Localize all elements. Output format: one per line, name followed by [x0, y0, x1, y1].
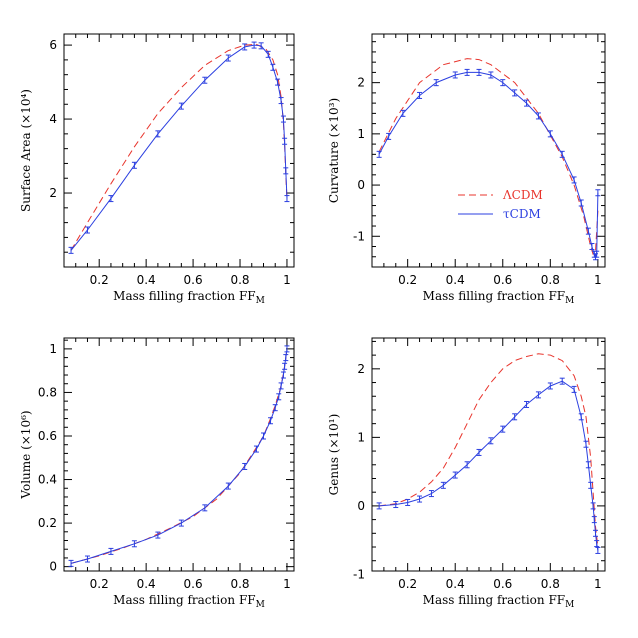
- plot-frame: [371, 337, 606, 572]
- y-tick-label: 2: [49, 186, 57, 200]
- x-tick-label: 0.6: [493, 273, 512, 287]
- x-axis-label: Mass filling fraction FFM: [113, 289, 265, 306]
- series-line-lcdm: [379, 353, 599, 548]
- series-group: [376, 58, 601, 261]
- series-line-tcdm: [70, 348, 288, 564]
- plot-frame: [371, 33, 606, 268]
- x-axis-label-subscript: M: [256, 296, 265, 306]
- y-tick-label: 0.8: [38, 385, 57, 399]
- y-tick-label: 0.4: [38, 473, 57, 487]
- plot-frame: [63, 33, 295, 268]
- legend: ΛCDM τCDM: [458, 188, 543, 221]
- y-axis-label: Genus (×10¹): [327, 414, 341, 496]
- y-tick-label: -1: [353, 567, 365, 581]
- chart-panel-curvature: 0.2 0.4 0.6 0.8 1 -1 0 1 2 Mass filling fraction …: [327, 33, 606, 306]
- y-tick-label: 0: [357, 499, 365, 513]
- y-tick-label: 0: [357, 178, 365, 192]
- x-axis-label: Mass filling fraction FFM: [423, 593, 575, 610]
- y-axis-label: Volume (×10⁶): [19, 410, 33, 499]
- x-axis-label: Mass filling fraction FFM: [113, 593, 265, 610]
- y-tick-label: 2: [357, 362, 365, 376]
- plot-frame: [63, 337, 295, 572]
- x-tick-label: 0.2: [398, 273, 417, 287]
- x-tick-label: 0.4: [137, 577, 156, 591]
- series-line-tcdm: [378, 71, 599, 258]
- x-axis-label-subscript: M: [256, 600, 265, 610]
- legend-label-tcdm: τCDM: [503, 207, 541, 221]
- y-tick-label: 0.6: [38, 429, 57, 443]
- x-axis-label-subscript: M: [565, 600, 574, 610]
- x-axis-label: Mass filling fraction FFM: [423, 289, 575, 306]
- series-line-lcdm: [378, 58, 599, 256]
- x-tick-label: 0.6: [184, 577, 203, 591]
- x-tick-label: 0.4: [137, 273, 156, 287]
- x-tick-label: 0.4: [446, 273, 465, 287]
- y-tick-label: 6: [49, 38, 57, 52]
- series-group: [68, 41, 290, 254]
- series-line-lcdm: [70, 43, 288, 251]
- chart-panel-volume: 0.2 0.4 0.6 0.8 1 0 0.2 0.4 0.6 0.8 1 Mass filling …: [19, 337, 295, 610]
- series-line-lcdm: [70, 348, 288, 564]
- x-tick-label: 0.6: [493, 577, 512, 591]
- y-tick-label: 1: [357, 127, 365, 141]
- series-line-tcdm: [379, 380, 599, 551]
- x-axis-label-subscript: M: [565, 296, 574, 306]
- y-axis-label: Surface Area (×10⁴): [19, 89, 33, 212]
- y-tick-label: 2: [357, 76, 365, 90]
- x-tick-label: 0.8: [230, 577, 249, 591]
- x-tick-label: 0.8: [541, 577, 560, 591]
- legend-label-lcdm: ΛCDM: [502, 188, 543, 202]
- x-tick-label: 1: [283, 273, 291, 287]
- x-tick-label: 1: [594, 577, 602, 591]
- y-axis-label: Curvature (×10³): [327, 98, 341, 203]
- y-tick-label: 1: [357, 430, 365, 444]
- x-tick-label: 1: [283, 577, 291, 591]
- x-tick-label: 0.6: [184, 273, 203, 287]
- series-line-tcdm: [70, 44, 288, 251]
- series-group: [376, 353, 601, 554]
- x-tick-label: 1: [594, 273, 602, 287]
- y-tick-label: 0.2: [38, 516, 57, 530]
- y-tick-label: 1: [49, 342, 57, 356]
- y-tick-label: 0: [49, 560, 57, 574]
- series-group: [68, 345, 290, 567]
- y-tick-label: 4: [49, 112, 57, 126]
- x-tick-label: 0.8: [541, 273, 560, 287]
- chart-panel-genus: 0.2 0.4 0.6 0.8 1 -1 0 1 2 Mass filling fraction …: [327, 337, 606, 610]
- x-tick-label: 0.2: [398, 577, 417, 591]
- x-tick-label: 0.2: [90, 273, 109, 287]
- x-tick-label: 0.8: [230, 273, 249, 287]
- y-tick-label: -1: [353, 229, 365, 243]
- chart-panel-surface-area: 0.2 0.4 0.6 0.8 1 2 4 6 Mass filling fraction FF…: [19, 33, 295, 306]
- x-tick-label: 0.4: [446, 577, 465, 591]
- x-tick-label: 0.2: [90, 577, 109, 591]
